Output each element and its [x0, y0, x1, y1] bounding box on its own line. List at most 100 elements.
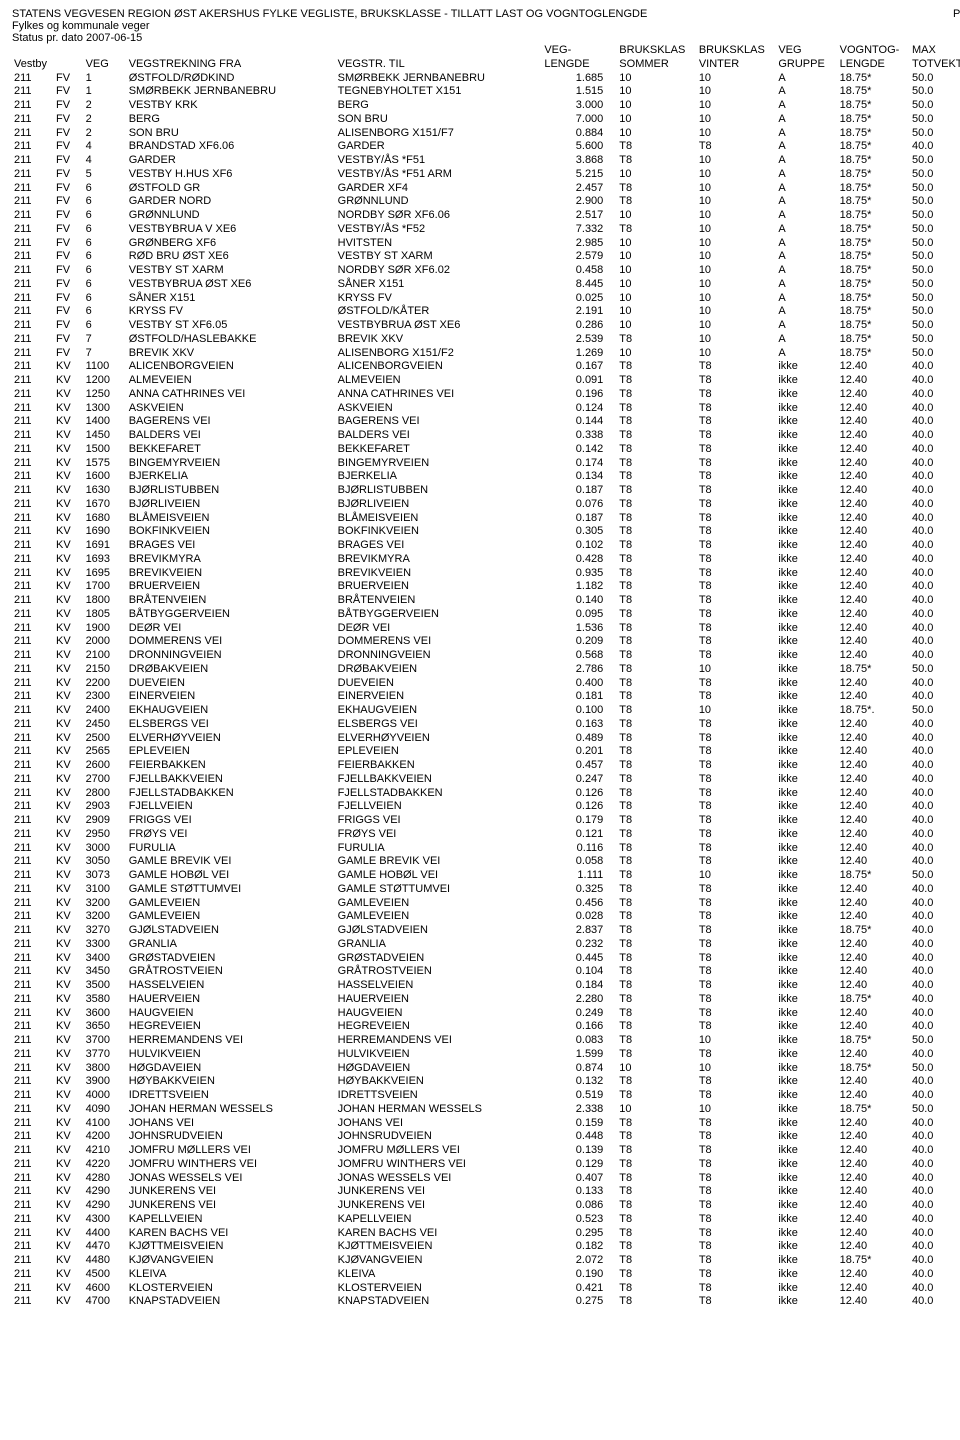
- cell: 2.985: [542, 237, 617, 251]
- cell: 0.142: [542, 443, 617, 457]
- cell: T8: [697, 800, 777, 814]
- cell: KV: [54, 498, 84, 512]
- cell: DRØBAKVEIEN: [127, 663, 336, 677]
- cell: 2.900: [542, 195, 617, 209]
- cell: T8: [697, 402, 777, 416]
- table-row: 211KV3800HØGDAVEIENHØGDAVEIEN0.8741010ik…: [12, 1062, 960, 1076]
- table-row: 211KV2800FJELLSTADBAKKENFJELLSTADBAKKEN0…: [12, 787, 960, 801]
- cell: KV: [54, 388, 84, 402]
- cell: ikke: [776, 855, 837, 869]
- table-row: 211KV1690BOKFINKVEIENBOKFINKVEIEN0.305T8…: [12, 525, 960, 539]
- cell: BRANDSTAD XF6.06: [127, 140, 336, 154]
- cell: A: [776, 140, 837, 154]
- cell: T8: [617, 787, 697, 801]
- cell: KV: [54, 1158, 84, 1172]
- cell: T8: [617, 1034, 697, 1048]
- cell: 0.338: [542, 429, 617, 443]
- cell: T8: [617, 1144, 697, 1158]
- cell: KV: [54, 1295, 84, 1309]
- cell: T8: [617, 1172, 697, 1186]
- cell: 12.40: [838, 443, 910, 457]
- cell: T8: [697, 360, 777, 374]
- cell: FEIERBAKKEN: [127, 759, 336, 773]
- cell: KV: [54, 443, 84, 457]
- cell: 2600: [84, 759, 127, 773]
- cell: ikke: [776, 1103, 837, 1117]
- table-row: 211KV3400GRØSTADVEIENGRØSTADVEIEN0.445T8…: [12, 952, 960, 966]
- cell: DRØBAKVEIEN: [336, 663, 543, 677]
- cell: BRÅTENVEIEN: [336, 594, 543, 608]
- cell: A: [776, 305, 837, 319]
- cell: 211: [12, 924, 54, 938]
- cell: JONAS WESSELS VEI: [127, 1172, 336, 1186]
- cell: ikke: [776, 388, 837, 402]
- cell: 0.139: [542, 1144, 617, 1158]
- cell: 12.40: [838, 1213, 910, 1227]
- cell: 211: [12, 677, 54, 691]
- cell: GAMLE STØTTUMVEI: [336, 883, 543, 897]
- cell: 12.40: [838, 484, 910, 498]
- cell: 211: [12, 690, 54, 704]
- cell: 40.0: [910, 745, 960, 759]
- table-row: 211KV3200GAMLEVEIENGAMLEVEIEN0.456T8T8ik…: [12, 897, 960, 911]
- cell: ikke: [776, 622, 837, 636]
- cell: GARDER: [127, 154, 336, 168]
- cell: 40.0: [910, 512, 960, 526]
- cell: 0.126: [542, 787, 617, 801]
- cell: ikke: [776, 1227, 837, 1241]
- cell: 8.445: [542, 278, 617, 292]
- cell: KV: [54, 1185, 84, 1199]
- cell: 40.0: [910, 539, 960, 553]
- cell: ALISENBORG X151/F2: [336, 347, 543, 361]
- table-row: 211FV1ØSTFOLD/RØDKINDSMØRBEKK JERNBANEBR…: [12, 72, 960, 86]
- cell: HAUGVEIEN: [127, 1007, 336, 1021]
- cell: KV: [54, 828, 84, 842]
- cell: 40.0: [910, 855, 960, 869]
- cell: HØYBAKKVEIEN: [127, 1075, 336, 1089]
- cell: A: [776, 264, 837, 278]
- cell: 1.182: [542, 580, 617, 594]
- cell: EPLEVEIEN: [336, 745, 543, 759]
- cell: 3700: [84, 1034, 127, 1048]
- cell: T8: [617, 1227, 697, 1241]
- cell: FV: [54, 85, 84, 99]
- cell: T8: [617, 1199, 697, 1213]
- cell: 10: [617, 264, 697, 278]
- cell: 10: [697, 182, 777, 196]
- cell: KV: [54, 855, 84, 869]
- cell: 211: [12, 842, 54, 856]
- cell: ikke: [776, 842, 837, 856]
- cell: FURULIA: [336, 842, 543, 856]
- cell: 0.116: [542, 842, 617, 856]
- cell: KNAPSTADVEIEN: [336, 1295, 543, 1309]
- cell: BINGEMYRVEIEN: [127, 457, 336, 471]
- road-table: VEG- BRUKSKLAS BRUKSKLAS VEG VOGNTOG- MA…: [12, 44, 960, 1309]
- cell: 0.421: [542, 1282, 617, 1296]
- cell: T8: [617, 1089, 697, 1103]
- cell: 1.515: [542, 85, 617, 99]
- table-row: 211KV4300KAPELLVEIENKAPELLVEIEN0.523T8T8…: [12, 1213, 960, 1227]
- cell: 12.40: [838, 1240, 910, 1254]
- cell: 1575: [84, 457, 127, 471]
- cell: ikke: [776, 498, 837, 512]
- cell: 18.75*: [838, 237, 910, 251]
- cell: 5.215: [542, 168, 617, 182]
- cell: 211: [12, 1213, 54, 1227]
- cell: 12.40: [838, 1158, 910, 1172]
- cell: T8: [617, 718, 697, 732]
- cell: 10: [697, 305, 777, 319]
- cell: 0.144: [542, 415, 617, 429]
- cell: 40.0: [910, 952, 960, 966]
- cell: 1.111: [542, 869, 617, 883]
- cell: 211: [12, 72, 54, 86]
- cell: KV: [54, 525, 84, 539]
- cell: 211: [12, 168, 54, 182]
- cell: 40.0: [910, 1130, 960, 1144]
- cell: 4500: [84, 1268, 127, 1282]
- cell: IDRETTSVEIEN: [336, 1089, 543, 1103]
- cell: ikke: [776, 1089, 837, 1103]
- cell: 12.40: [838, 1075, 910, 1089]
- cell: JOHAN HERMAN WESSELS: [127, 1103, 336, 1117]
- cell: 12.40: [838, 1007, 910, 1021]
- cell: 6: [84, 305, 127, 319]
